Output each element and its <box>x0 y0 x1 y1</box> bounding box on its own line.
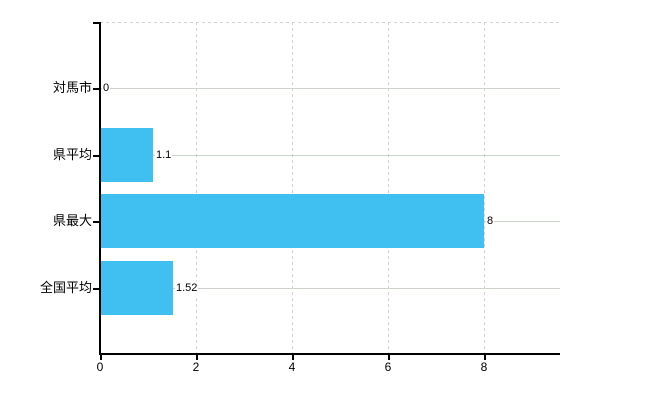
horizontal-gridline <box>101 88 560 89</box>
category-label: 県最大 <box>52 213 92 228</box>
x-tick-label: 0 <box>96 360 104 374</box>
x-tick-label: 2 <box>192 360 200 374</box>
x-axis-line <box>99 353 560 355</box>
x-tick <box>484 355 486 360</box>
plot-top-border <box>100 22 560 23</box>
bar-3 <box>101 261 173 315</box>
horizontal-gridline <box>101 155 560 156</box>
value-label: 8 <box>486 214 495 228</box>
bar-2 <box>101 194 484 248</box>
x-tick <box>388 355 390 360</box>
y-tick <box>93 221 100 223</box>
y-tick <box>93 288 100 290</box>
horizontal-gridline <box>101 288 560 289</box>
vertical-gridline <box>196 22 197 354</box>
x-tick-label: 8 <box>480 360 488 374</box>
vertical-gridline <box>484 22 485 354</box>
x-tick-label: 4 <box>288 360 296 374</box>
value-label: 0 <box>102 81 111 95</box>
x-tick-label: 6 <box>384 360 392 374</box>
y-axis-end-tick <box>93 22 100 24</box>
value-label: 1.52 <box>175 281 199 295</box>
bar-1 <box>101 128 153 182</box>
y-axis-line <box>99 22 101 354</box>
category-label: 県平均 <box>52 147 92 162</box>
y-tick <box>93 155 100 157</box>
category-label: 対馬市 <box>52 80 92 95</box>
x-tick <box>100 355 102 360</box>
vertical-gridline <box>388 22 389 354</box>
x-tick <box>292 355 294 360</box>
vertical-gridline <box>292 22 293 354</box>
category-label: 全国平均 <box>39 280 92 295</box>
x-tick <box>196 355 198 360</box>
y-tick <box>93 88 100 90</box>
value-label: 1.1 <box>155 148 173 162</box>
